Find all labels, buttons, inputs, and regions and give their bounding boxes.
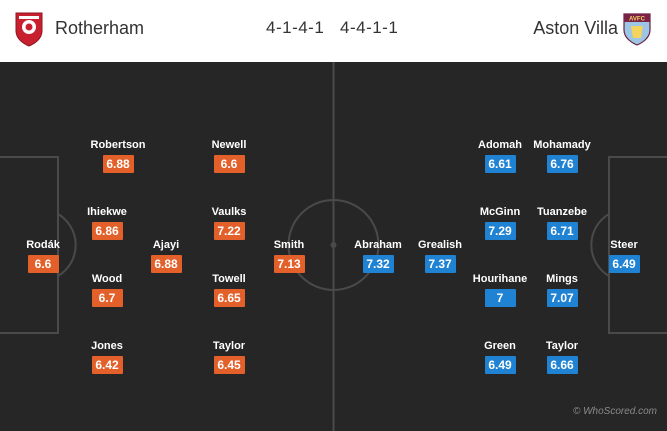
player-name: Green [484, 340, 516, 352]
player-rating: 7.32 [362, 255, 394, 273]
player-name: Steer [610, 239, 638, 251]
player-name: Jones [91, 340, 123, 352]
home-player-taylor[interactable]: Taylor 6.45 [199, 340, 259, 374]
player-name: Rodák [26, 239, 60, 251]
player-rating: 6.49 [608, 255, 640, 273]
player-name: Taylor [212, 340, 246, 352]
whoscored-credit: © WhoScored.com [572, 406, 657, 417]
pitch: Rodák 6.6 Robertson 6.88 Ihiekwe 6.86 Wo… [0, 62, 667, 431]
player-name: Tuanzebe [537, 206, 587, 218]
player-name: Abraham [354, 239, 402, 251]
home-player-wood[interactable]: Wood 6.7 [77, 273, 137, 307]
away-formation: 4-4-1-1 [340, 18, 399, 37]
player-rating: 6.86 [91, 222, 123, 240]
away-player-abraham[interactable]: Abraham 7.32 [348, 239, 408, 273]
player-name: Grealish [417, 239, 463, 251]
player-rating: 6.65 [213, 289, 245, 307]
away-player-tuanzebe[interactable]: Tuanzebe 6.71 [532, 206, 592, 240]
aston-villa-crest-icon: AVFC [623, 13, 651, 46]
player-rating: 6.88 [150, 255, 182, 273]
player-name: Newell [211, 139, 247, 151]
match-header: Rotherham 4-1-4-1 4-4-1-1 Aston Villa AV… [0, 0, 667, 62]
player-rating: 7.13 [273, 255, 305, 273]
player-rating: 6.66 [546, 356, 578, 374]
player-name: Mohamady [533, 139, 591, 151]
player-rating: 6.76 [546, 155, 578, 173]
away-player-green[interactable]: Green 6.49 [470, 340, 530, 374]
home-player-ajayi[interactable]: Ajayi 6.88 [136, 239, 196, 273]
away-player-taylor[interactable]: Taylor 6.66 [532, 340, 592, 374]
player-rating: 7.29 [484, 222, 516, 240]
player-name: Towell [212, 273, 246, 285]
player-rating: 7.07 [546, 289, 578, 307]
away-player-grealish[interactable]: Grealish 7.37 [410, 239, 470, 273]
player-rating: 6.6 [27, 255, 59, 273]
away-player-adomah[interactable]: Adomah 6.61 [470, 139, 530, 173]
player-rating: 6.71 [546, 222, 578, 240]
home-player-newell[interactable]: Newell 6.6 [199, 139, 259, 173]
player-name: Robertson [90, 139, 146, 151]
pitch-lines [0, 62, 667, 431]
player-name: Wood [91, 273, 123, 285]
svg-text:AVFC: AVFC [629, 17, 646, 23]
home-player-towell[interactable]: Towell 6.65 [199, 273, 259, 307]
player-rating: 7.37 [424, 255, 456, 273]
home-team-name: Rotherham [55, 18, 145, 38]
player-rating: 7 [484, 289, 516, 307]
home-player-jones[interactable]: Jones 6.42 [77, 340, 137, 374]
home-formation: 4-1-4-1 [266, 18, 325, 37]
player-rating: 6.88 [102, 155, 134, 173]
player-name: Ajayi [152, 239, 180, 251]
player-rating: 6.49 [484, 356, 516, 374]
player-name: Taylor [545, 340, 579, 352]
rotherham-crest-icon [15, 12, 43, 47]
home-player-smith[interactable]: Smith 7.13 [259, 239, 319, 273]
player-name: Smith [273, 239, 305, 251]
player-name: Vaulks [211, 206, 247, 218]
away-team-name: Aston Villa [533, 18, 618, 38]
player-name: Adomah [478, 139, 522, 151]
away-player-mcginn[interactable]: McGinn 7.29 [470, 206, 530, 240]
away-player-hourihane[interactable]: Hourihane 7 [470, 273, 530, 307]
player-name: Ihiekwe [87, 206, 127, 218]
away-player-mohamady[interactable]: Mohamady 6.76 [532, 139, 592, 173]
player-name: Hourihane [472, 273, 528, 285]
home-player-robertson[interactable]: Robertson 6.88 [88, 139, 148, 173]
player-rating: 6.6 [213, 155, 245, 173]
player-name: McGinn [479, 206, 521, 218]
player-rating: 6.61 [484, 155, 516, 173]
home-player-ihiekwe[interactable]: Ihiekwe 6.86 [77, 206, 137, 240]
player-name: Mings [546, 273, 578, 285]
player-rating: 6.7 [91, 289, 123, 307]
home-player-vaulks[interactable]: Vaulks 7.22 [199, 206, 259, 240]
player-rating: 6.42 [91, 356, 123, 374]
player-rating: 6.45 [213, 356, 245, 374]
away-player-steer[interactable]: Steer 6.49 [594, 239, 654, 273]
player-rating: 7.22 [213, 222, 245, 240]
away-player-mings[interactable]: Mings 7.07 [532, 273, 592, 307]
home-player-gk[interactable]: Rodák 6.6 [13, 239, 73, 273]
